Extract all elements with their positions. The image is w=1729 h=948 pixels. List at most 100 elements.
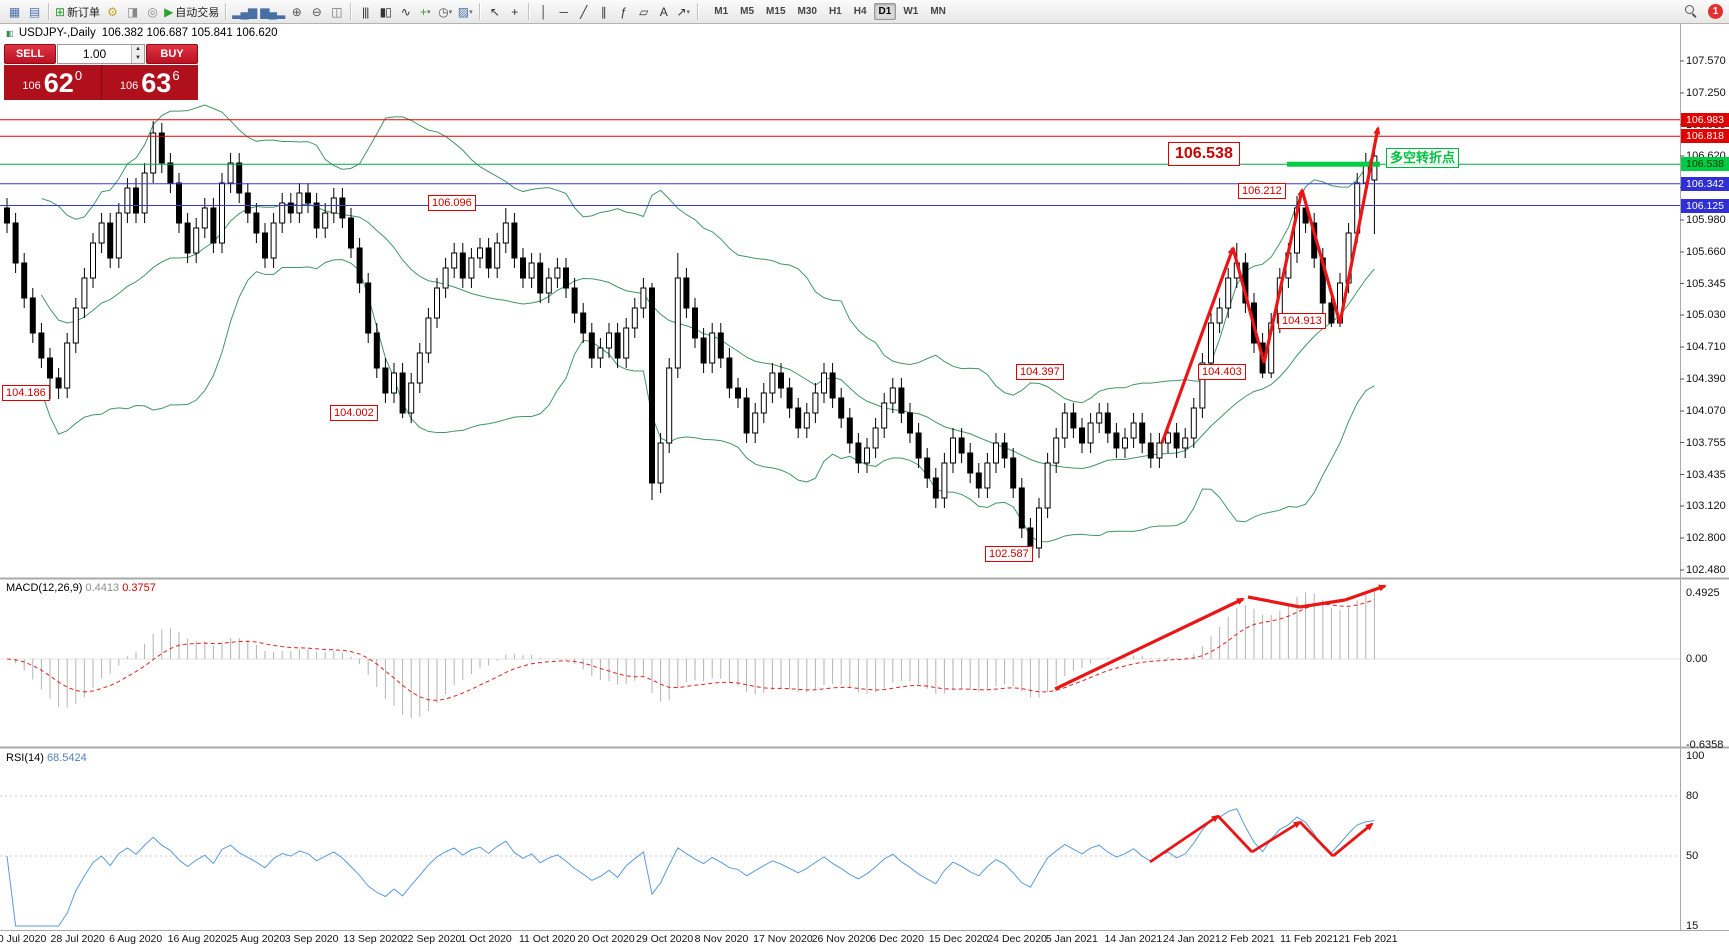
chart-profiles-icon[interactable]: ▤ (24, 2, 44, 22)
date-axis-label: 15 Dec 2020 (928, 933, 989, 945)
timeframe-m1[interactable]: M1 (714, 6, 729, 17)
text-tool-icon[interactable]: A (653, 2, 673, 22)
candle-body (219, 182, 225, 244)
chevron-down-icon[interactable]: ▾ (686, 8, 691, 16)
candle-body (485, 247, 492, 269)
notification-badge[interactable]: 1 (1708, 4, 1723, 19)
cursor-icon[interactable]: ↖ (484, 2, 504, 22)
chart-profiles-icon-glyph: ▤ (28, 4, 40, 19)
candle-body (1122, 437, 1128, 449)
search-icon[interactable] (1681, 2, 1701, 22)
macd-trend-arrow[interactable] (1247, 595, 1301, 609)
sell-button[interactable]: SELL (4, 44, 56, 64)
timeframe-m30[interactable]: M30 (797, 6, 817, 17)
timeframe-w1[interactable]: W1 (903, 6, 919, 17)
buy-button[interactable]: BUY (146, 44, 198, 64)
lot-increase-button[interactable]: ▲ (132, 45, 144, 54)
candle-body (287, 202, 294, 214)
macd-trend-arrow[interactable] (1299, 598, 1346, 609)
price-annotation[interactable]: 106.096 (428, 195, 476, 211)
candle-body (631, 307, 638, 329)
candle-body (821, 372, 827, 394)
shapes-icon-glyph: ▱ (639, 4, 648, 19)
trend-arrow[interactable] (1338, 126, 1381, 324)
candle-body (950, 437, 956, 464)
lot-decrease-button[interactable]: ▼ (132, 54, 144, 63)
shapes-icon[interactable]: ▱ (633, 2, 653, 22)
date-axis-label: 24 Jan 2021 (1163, 933, 1221, 945)
price-annotation[interactable]: 104.403 (1198, 364, 1246, 380)
chart-report-icon[interactable]: ▆▄▂ (258, 2, 286, 22)
new-chart-icon[interactable]: ▦ (4, 2, 24, 22)
period-clock-icon[interactable]: ◷ ▾ (435, 2, 455, 22)
autotrading-icon[interactable]: ▶ 自动交易 (162, 2, 221, 22)
timeframe-h1[interactable]: H1 (828, 6, 842, 17)
vertical-line-icon[interactable]: │ (533, 2, 553, 22)
new-order-icon[interactable]: ⊞ 新订单 (53, 2, 102, 22)
horizontal-line-icon[interactable]: ─ (553, 2, 573, 22)
tile-windows-icon[interactable]: ◫ (326, 2, 346, 22)
signals-icon[interactable]: ◎ (142, 2, 162, 22)
fibonacci-icon[interactable]: ƒ (613, 2, 633, 22)
chevron-down-icon[interactable]: ▾ (448, 8, 453, 16)
buy-price-pip: 6 (172, 68, 180, 83)
bar-chart-icon[interactable]: ||| (355, 2, 375, 22)
price-axis-tick: 105.660 (1686, 246, 1726, 258)
zoom-in-icon[interactable]: ⊕ (286, 2, 306, 22)
rsi-trend-arrow[interactable] (1298, 821, 1335, 857)
buy-price-display[interactable]: 106 63 6 (101, 65, 198, 100)
candle-body (649, 287, 655, 484)
market-icon[interactable]: ◨ (122, 2, 142, 22)
turning-point-marker[interactable] (1287, 161, 1380, 167)
price-annotation[interactable]: 104.186 (2, 385, 50, 401)
chevron-down-icon[interactable]: ▾ (469, 8, 473, 16)
chevron-down-icon[interactable]: ▾ (426, 8, 431, 16)
candle-body (98, 222, 105, 244)
trendline-icon[interactable]: ╱ (573, 2, 593, 22)
arrow-tool-icon[interactable]: ↗ ▾ (673, 2, 693, 22)
price-annotation[interactable]: 106.212 (1238, 183, 1286, 199)
equidistant-channel-icon[interactable]: ∥ (593, 2, 613, 22)
price-annotation[interactable]: 106.538 (1168, 142, 1240, 166)
timeframe-d1[interactable]: D1 (873, 3, 897, 20)
zoom-out-icon[interactable]: ⊖ (306, 2, 326, 22)
candle-body (924, 457, 931, 479)
crosshair-icon[interactable]: + (504, 2, 524, 22)
rsi-trend-arrow[interactable] (1216, 815, 1254, 853)
candle-body (201, 207, 208, 229)
timeframe-m15[interactable]: M15 (766, 6, 786, 17)
rsi-trend-arrow[interactable] (1332, 822, 1374, 858)
candle-body (511, 222, 518, 259)
sell-price-display[interactable]: 106 62 0 (4, 65, 101, 100)
timeframe-mn[interactable]: MN (930, 6, 946, 17)
timeframe-m5[interactable]: M5 (740, 6, 755, 17)
macd-trend-arrow[interactable] (1054, 597, 1245, 691)
lot-size-input[interactable] (58, 45, 131, 63)
templates-icon[interactable]: ▨ ▾ (455, 2, 475, 22)
symbol-title: USDJPY-,Daily (18, 27, 96, 39)
trend-arrow[interactable] (1300, 189, 1342, 324)
turning-point-label[interactable]: 多空转折点 (1386, 148, 1460, 168)
macd-name: MACD(12,26,9) (6, 582, 83, 594)
price-annotation[interactable]: 104.397 (1016, 364, 1064, 380)
candle-body (1182, 437, 1189, 449)
price-annotation[interactable]: 104.002 (330, 405, 378, 421)
price-annotation[interactable]: 102.587 (985, 546, 1033, 562)
metaeditor-icon[interactable]: ⚙ (102, 2, 122, 22)
trend-arrow[interactable] (1262, 188, 1305, 364)
timeframe-h4[interactable]: H4 (853, 6, 867, 17)
candlestick-chart-icon[interactable]: ▮▯ (375, 2, 395, 22)
trend-arrow[interactable] (1160, 246, 1235, 444)
date-axis-label: 22 Sep 2020 (401, 933, 462, 945)
rsi-trend-arrow[interactable] (1251, 820, 1302, 854)
macd-trend-arrow[interactable] (1344, 584, 1387, 602)
line-chart-icon[interactable]: ∿ (395, 2, 415, 22)
indicators-add-icon[interactable]: + ▾ (415, 2, 435, 22)
price-annotation[interactable]: 104.913 (1278, 313, 1326, 329)
rsi-trend-arrow[interactable] (1149, 814, 1220, 864)
chart-bar-up-icon[interactable]: ▂▄▆ (230, 2, 258, 22)
trend-arrow[interactable] (1231, 247, 1266, 364)
